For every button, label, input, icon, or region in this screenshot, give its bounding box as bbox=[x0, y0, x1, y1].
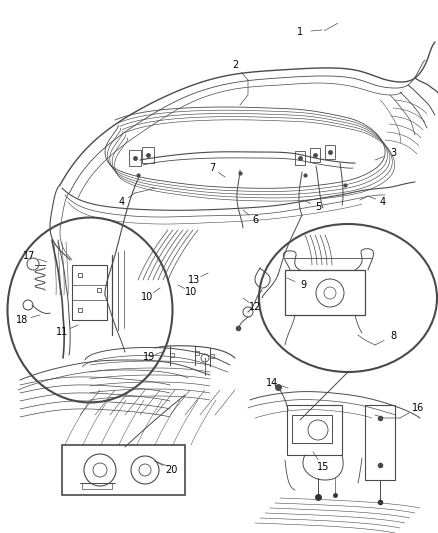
Text: 13: 13 bbox=[188, 275, 200, 285]
Text: 20: 20 bbox=[165, 465, 177, 475]
Text: 17: 17 bbox=[23, 251, 35, 261]
Bar bbox=[292, 415, 332, 443]
Text: 1: 1 bbox=[297, 27, 303, 37]
Text: 14: 14 bbox=[266, 378, 278, 388]
Bar bbox=[285, 270, 365, 315]
Text: 3: 3 bbox=[390, 148, 396, 158]
Text: 7: 7 bbox=[209, 163, 215, 173]
Bar bbox=[142, 147, 154, 163]
Text: 11: 11 bbox=[56, 327, 68, 337]
Text: 5: 5 bbox=[315, 202, 321, 212]
Text: 12: 12 bbox=[249, 302, 261, 312]
Bar bbox=[325, 145, 335, 159]
Bar bbox=[72, 265, 107, 320]
Text: 2: 2 bbox=[232, 60, 238, 70]
Text: 10: 10 bbox=[141, 292, 153, 302]
Bar bbox=[365, 405, 395, 480]
Text: 9: 9 bbox=[300, 280, 306, 290]
Text: 6: 6 bbox=[252, 215, 258, 225]
Text: 15: 15 bbox=[317, 462, 329, 472]
Text: 18: 18 bbox=[16, 315, 28, 325]
Bar bbox=[295, 151, 305, 165]
Bar bbox=[129, 150, 141, 166]
Bar bbox=[82, 483, 112, 489]
Text: 19: 19 bbox=[143, 352, 155, 362]
Text: 4: 4 bbox=[119, 197, 125, 207]
Bar bbox=[310, 148, 320, 162]
Bar bbox=[62, 445, 185, 495]
Text: 16: 16 bbox=[412, 403, 424, 413]
Text: 10: 10 bbox=[185, 287, 197, 297]
Bar bbox=[287, 405, 342, 455]
Text: 4: 4 bbox=[380, 197, 386, 207]
Text: 8: 8 bbox=[390, 331, 396, 341]
